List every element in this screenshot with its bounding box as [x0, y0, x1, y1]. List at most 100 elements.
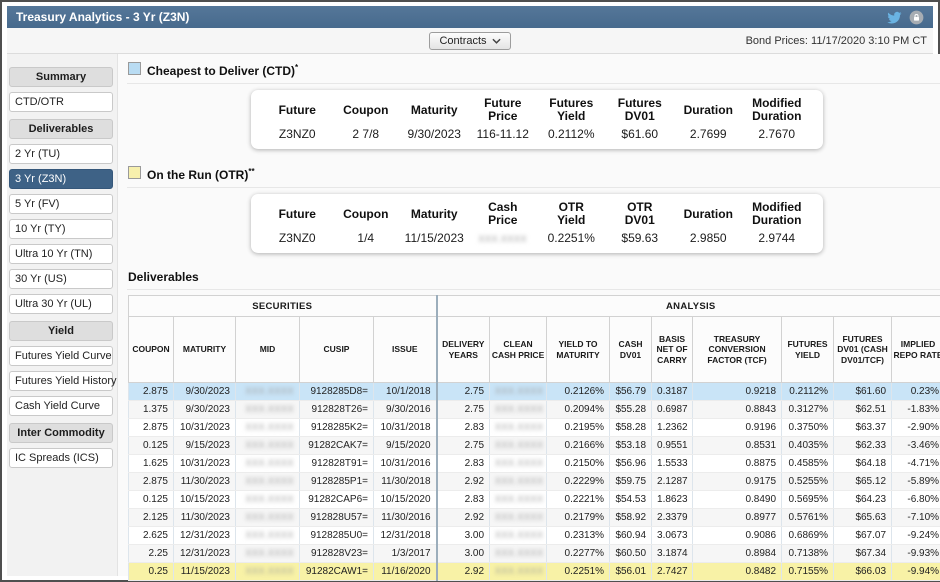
table-cell: 2.3379	[651, 508, 694, 527]
table-cell: $65.63	[833, 508, 893, 527]
table-cell: 0.2126%	[546, 382, 611, 401]
table-row[interactable]: 2.625 12/31/2023 XXX.XXXX 9128285U0= 12/31/2…	[128, 526, 940, 545]
ctd-section-header: Cheapest to Deliver (CTD)*	[127, 54, 940, 84]
contracts-dropdown[interactable]: Contracts	[429, 31, 511, 50]
sidebar-item-10-yr-ty[interactable]: 10 Yr (TY)	[9, 219, 113, 239]
sidebar-section-yield: Yield	[9, 321, 113, 341]
table-cell: 9/30/2023	[173, 400, 236, 419]
card-column-future: Future Z3NZ0	[263, 97, 332, 141]
sidebar-item-ic-spreads-ics[interactable]: IC Spreads (ICS)	[9, 448, 113, 468]
card-column-header: OTR Yield	[557, 200, 586, 227]
table-cell: -7.10%	[891, 508, 940, 527]
table-cell: 0.4585%	[781, 454, 835, 473]
table-row[interactable]: 0.125 9/15/2023 XXX.XXXX 91282CAK7= 9/15/202…	[128, 436, 940, 455]
table-row[interactable]: 0.125 10/15/2023 XXX.XXXX 91282CAP6= 10/15/2…	[128, 490, 940, 509]
card-column-value: 11/15/2023	[404, 231, 464, 245]
table-cell: 10/31/2016	[372, 454, 438, 473]
card-column-value: $59.63	[621, 231, 659, 245]
card-column-value: Z3NZ0	[278, 231, 316, 245]
lock-icon[interactable]	[909, 10, 924, 25]
table-cell: 0.3750%	[781, 418, 835, 437]
card-column-header: Maturity	[410, 102, 458, 117]
table-cell: 912828V23=	[299, 544, 374, 563]
table-row[interactable]: 2.875 11/30/2023 XXX.XXXX 9128285P1= 11/30/2…	[128, 472, 940, 491]
table-cell: $53.18	[609, 436, 653, 455]
sidebar-item-futures-yield-curve[interactable]: Futures Yield Curve	[9, 346, 113, 366]
table-cell: XXX.XXXX	[489, 544, 548, 563]
column-header-yield-to-maturity: YIELD TO MATURITY	[546, 316, 611, 383]
table-cell: XXX.XXXX	[489, 472, 548, 491]
table-cell: 1.2362	[651, 418, 694, 437]
table-cell: 9128285U0=	[299, 526, 374, 545]
table-cell: 0.9196	[692, 418, 783, 437]
card-column-header: Coupon	[343, 206, 389, 221]
table-cell: -9.24%	[891, 526, 940, 545]
table-cell: 10/15/2023	[173, 490, 236, 509]
card-column-value: 1/4	[357, 231, 375, 245]
table-row[interactable]: 2.875 9/30/2023 XXX.XXXX 9128285D8= 10/1/201…	[128, 382, 940, 401]
table-row[interactable]: 1.625 10/31/2023 XXX.XXXX 912828T91= 10/31/2…	[128, 454, 940, 473]
table-cell: 0.5761%	[781, 508, 835, 527]
table-cell: 0.125	[128, 436, 174, 455]
table-cell: 912828T91=	[299, 454, 374, 473]
main-content: Cheapest to Deliver (CTD)* Future Z3NZ0 Co…	[117, 54, 940, 581]
table-cell: XXX.XXXX	[489, 490, 548, 509]
sidebar-item-futures-yield-history[interactable]: Futures Yield History	[9, 371, 116, 391]
table-cell: 0.125	[128, 490, 174, 509]
table-cell: 1.5533	[651, 454, 694, 473]
table-cell: -5.89%	[891, 472, 940, 491]
sidebar-item-ultra-30-yr-ul[interactable]: Ultra 30 Yr (UL)	[9, 294, 113, 314]
table-row[interactable]: 1.375 9/30/2023 XXX.XXXX 912828T26= 9/30/201…	[128, 400, 940, 419]
card-column-modified-duration: Modified Duration 2.7670	[743, 97, 812, 142]
table-row[interactable]: 2.125 11/30/2023 XXX.XXXX 912828U57= 11/30/2…	[128, 508, 940, 527]
table-cell: 0.2166%	[546, 436, 611, 455]
card-column-future-price: Future Price 116-11.12	[469, 97, 538, 142]
table-row[interactable]: 2.875 10/31/2023 XXX.XXXX 9128285K2= 10/31/2…	[128, 418, 940, 437]
table-cell: 2.875	[128, 382, 174, 401]
twitter-icon[interactable]	[887, 10, 902, 25]
table-cell: $58.28	[609, 418, 653, 437]
sidebar-item-30-yr-us[interactable]: 30 Yr (US)	[9, 269, 113, 289]
table-cell: XXX.XXXX	[489, 400, 548, 419]
table-cell: 10/31/2023	[173, 418, 236, 437]
table-cell: 3.00	[435, 544, 491, 563]
card-column-modified-duration: Modified Duration 2.9744	[743, 201, 812, 246]
table-cell: 0.8984	[692, 544, 783, 563]
group-header-analysis: ANALYSIS	[435, 295, 940, 317]
card-column-header: OTR DV01	[624, 200, 655, 227]
column-header-maturity: MATURITY	[173, 316, 236, 383]
table-cell: 9128285P1=	[299, 472, 374, 491]
card-column-value: Z3NZ0	[278, 127, 316, 141]
sidebar-item-2-yr-tu[interactable]: 2 Yr (TU)	[9, 144, 113, 164]
sidebar-item-ctd-otr[interactable]: CTD/OTR	[9, 92, 113, 112]
table-cell: $65.12	[833, 472, 893, 491]
table-cell: 912828U57=	[299, 508, 374, 527]
table-cell: 0.2112%	[781, 382, 835, 401]
table-cell: $56.79	[609, 382, 653, 401]
table-cell: XXX.XXXX	[235, 454, 300, 473]
sidebar-section-deliverables: Deliverables	[9, 119, 113, 139]
card-column-header: Coupon	[343, 102, 389, 117]
table-cell: $62.51	[833, 400, 893, 419]
table-cell: 12/31/2018	[372, 526, 438, 545]
deliverables-section-title: Deliverables	[127, 262, 940, 290]
table-row[interactable]: 2.25 12/31/2023 XXX.XXXX 912828V23= 1/3/2017…	[128, 544, 940, 563]
card-column-value: 2.9744	[758, 231, 796, 245]
table-cell: 0.7138%	[781, 544, 835, 563]
table-cell: 2.7427	[651, 562, 694, 581]
table-cell: 0.2150%	[546, 454, 611, 473]
table-cell: 0.9551	[651, 436, 694, 455]
table-row[interactable]: 0.25 11/15/2023 XXX.XXXX 91282CAW1= 11/16/20…	[128, 562, 940, 581]
table-cell: 0.8843	[692, 400, 783, 419]
table-cell: XXX.XXXX	[489, 454, 548, 473]
ctd-section-title: Cheapest to Deliver (CTD)*	[147, 63, 299, 78]
sidebar-item-ultra-10-yr-tn[interactable]: Ultra 10 Yr (TN)	[9, 244, 113, 264]
card-column-header: Futures Yield	[549, 96, 594, 123]
sidebar-item-cash-yield-curve[interactable]: Cash Yield Curve	[9, 396, 113, 416]
column-header-futures-yield: FUTURES YIELD	[781, 316, 835, 383]
sidebar-item-5-yr-fv[interactable]: 5 Yr (FV)	[9, 194, 113, 214]
table-cell: XXX.XXXX	[235, 544, 300, 563]
column-header-clean-cash-price: CLEAN CASH PRICE	[489, 316, 548, 383]
sidebar-item-3-yr-z3n[interactable]: 3 Yr (Z3N)	[9, 169, 113, 189]
column-header-delivery-years: DELIVERY YEARS	[435, 316, 491, 383]
